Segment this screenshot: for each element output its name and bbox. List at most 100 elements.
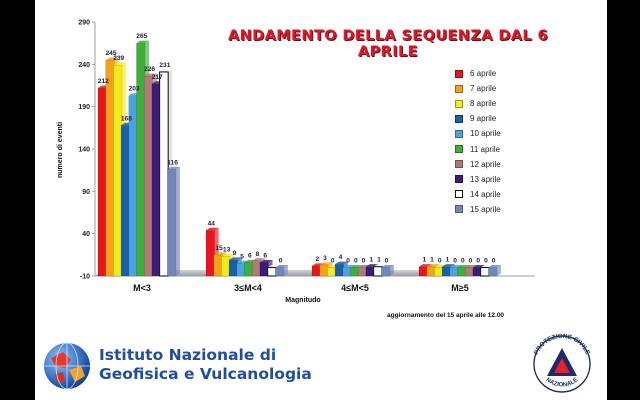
data-label: 0 (346, 258, 350, 265)
legend-swatch (455, 160, 463, 169)
data-label: 13 (223, 247, 231, 254)
bar (128, 95, 138, 277)
bar (327, 267, 337, 277)
bar-top (381, 265, 394, 268)
bar-top (442, 264, 455, 267)
bar (113, 64, 123, 277)
bar (213, 254, 223, 277)
data-label: 0 (469, 258, 473, 265)
bar (311, 265, 321, 277)
bar (464, 267, 475, 277)
ingv-logo: Istituto Nazionale di Geofisica e Vulcan… (41, 338, 331, 394)
legend-item: 9 aprile (455, 111, 501, 126)
data-label: 5 (240, 253, 244, 260)
bar-side (283, 265, 288, 276)
bar-top (319, 262, 333, 265)
bar-top (335, 261, 348, 265)
legend-item: 14 aprile (455, 187, 501, 202)
bar (441, 266, 451, 277)
legend-swatch (455, 99, 463, 108)
bar-side (175, 166, 180, 276)
legend-label: 7 aprile (470, 84, 497, 94)
data-label: 1 (377, 257, 381, 264)
bar (350, 267, 360, 277)
bar (449, 267, 459, 277)
legend-swatch (455, 129, 463, 138)
data-label: 44 (208, 220, 216, 227)
data-label: 231 (159, 62, 170, 69)
data-label: 0 (362, 258, 366, 265)
bar (244, 262, 254, 277)
x-tick-label: 4≤M<5 (341, 283, 369, 293)
bar-top (221, 254, 234, 257)
bar (488, 267, 498, 277)
legend-swatch (455, 114, 463, 123)
data-label: 0 (279, 258, 283, 265)
chart-title: ANDAMENTO DELLA SEQUENZA DAL 6 APRILE (228, 28, 548, 60)
legend-item: 15 aprile (455, 202, 501, 217)
bar-top (167, 166, 180, 170)
y-tick-label: 90 (82, 189, 90, 196)
legend-label: 15 aprile (470, 204, 501, 214)
data-label: 0 (461, 258, 465, 265)
bar (418, 266, 428, 277)
data-label: 265 (136, 33, 147, 40)
data-label: 1 (446, 257, 450, 264)
legend-swatch (455, 84, 463, 93)
data-label: 1 (369, 257, 373, 264)
bar (342, 267, 352, 277)
legend-item: 10 aprile (455, 126, 501, 141)
legend-label: 11 aprile (470, 144, 501, 154)
legend-label: 12 aprile (470, 159, 501, 169)
y-tick-label: 140 (78, 147, 90, 154)
bar (434, 267, 444, 277)
x-tick-label: M≥5 (451, 283, 468, 293)
bar (97, 87, 107, 277)
bar-top (144, 73, 157, 77)
legend-swatch (455, 175, 463, 184)
bar-top (159, 69, 173, 72)
x-tick-labels: M<3 3≤M<4 4≤M<5 M≥5 (133, 283, 469, 293)
svg-text:NAZIONALE: NAZIONALE (545, 377, 580, 388)
bar (357, 267, 368, 277)
legend-label: 10 aprile (470, 129, 501, 139)
bar (136, 42, 146, 277)
data-label: 0 (385, 258, 389, 265)
data-label: 6 (263, 252, 267, 259)
legend-label: 8 aprile (470, 99, 497, 109)
legend-item: 7 aprile (455, 81, 501, 96)
legend-item: 11 aprile (455, 141, 501, 156)
bar-top (488, 265, 501, 268)
bar (480, 266, 490, 277)
y-tick-label: -10 (80, 274, 90, 281)
x-tick-label: M<3 (133, 283, 151, 293)
bar-side (496, 265, 501, 276)
bar (267, 266, 277, 277)
ingv-line1: Istituto Nazionale di (99, 346, 277, 364)
bar-top (136, 40, 150, 44)
bar (167, 169, 177, 277)
bar (143, 75, 154, 277)
slide: -10 40 90 140 190 240 290 212 245 239 168 203 265 22… (35, 0, 607, 400)
bar-side (389, 265, 394, 276)
bar-top (373, 264, 387, 267)
bar (159, 71, 169, 277)
bar (457, 267, 467, 277)
data-label: 239 (113, 55, 124, 62)
bar-top (229, 257, 242, 260)
y-tick-label: 240 (78, 62, 90, 69)
update-note: aggiornamento del 15 aprile alle 12.00 (387, 312, 505, 319)
legend-swatch (455, 205, 463, 214)
bar-top (206, 227, 219, 231)
bar (381, 267, 391, 277)
y-axis-label: numero di eventi (57, 122, 64, 178)
data-label: 226 (144, 66, 155, 73)
bar (373, 266, 383, 277)
data-label: 15 (215, 245, 223, 252)
legend-item: 12 aprile (455, 157, 501, 172)
legend-label: 9 aprile (470, 114, 497, 124)
legend-swatch (455, 69, 463, 78)
y-tick-label: 190 (78, 104, 90, 111)
data-label: 0 (453, 258, 457, 265)
